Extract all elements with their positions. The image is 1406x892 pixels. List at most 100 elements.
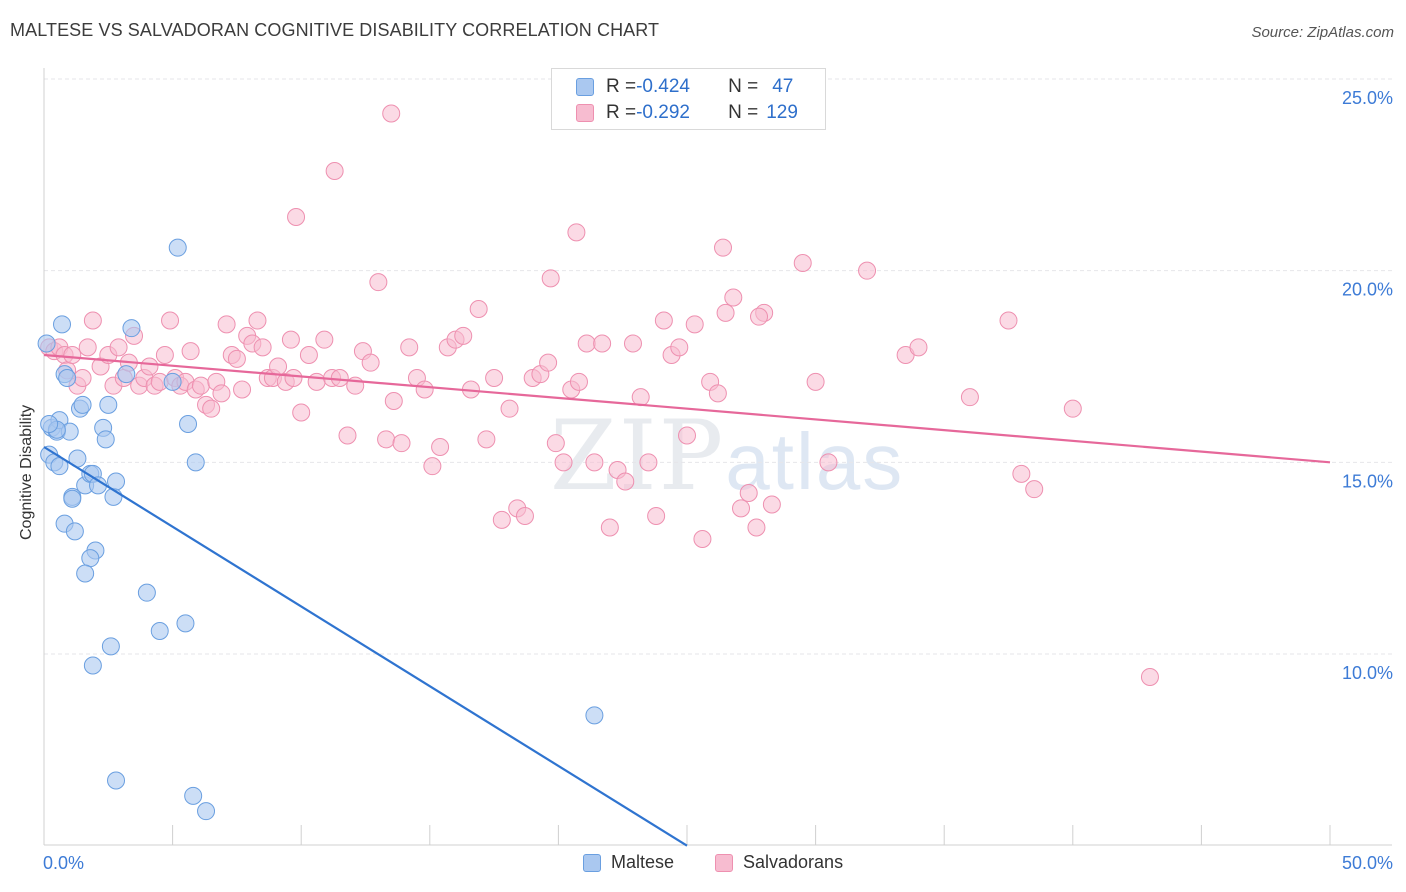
legend-n-label: N = [728,102,759,123]
salvadoran-point [361,353,380,372]
salvadoran-point [762,495,781,514]
legend-row-maltese: R = -0.424 N = 47 [576,75,793,99]
salvadoran-point [400,338,419,357]
salvadoran-point [716,303,735,322]
salvadoran-point [554,453,573,472]
salvadoran-point [161,311,180,330]
salvadoran-point [500,399,519,418]
maltese-point [99,395,118,414]
maltese-point [58,369,77,387]
salvadoran-point [1140,668,1159,686]
salvadoran-point [299,346,318,364]
maltese-point [63,489,82,508]
correlation-legend: R = -0.424 N = 47 R = -0.292 N = 129 [551,68,826,130]
maltese-point [81,549,100,568]
salvadoran-point [469,300,488,318]
salvadoran-point [678,426,696,445]
salvadoran-point [739,484,758,502]
maltese-legend-label: Maltese [611,852,675,872]
salvadoran-point [202,399,221,418]
salvadoran-point [284,369,303,387]
salvadoran-point [477,430,496,449]
salvadoran-legend-swatch [715,853,733,872]
salvadoran-point [1012,464,1031,483]
salvadoran-point [714,238,733,257]
maltese-point [186,453,205,472]
salvadoran-point [546,434,565,453]
legend-n-value: 129 [766,102,798,123]
legend-n-value: 47 [772,76,794,97]
salvadoran-point [539,353,558,372]
salvadoran-point [793,254,812,272]
salvadoran-point [423,457,442,476]
salvadoran-point [369,273,388,292]
maltese-point [53,315,72,334]
maltese-point [168,238,187,257]
salvadoran-point [431,438,450,456]
maltese-point [117,365,136,384]
salvadoran-point [1025,480,1044,499]
legend-row-salvadoran: R = -0.292 N = 129 [576,101,798,125]
maltese-point [137,583,156,602]
salvadoran-point [960,388,979,407]
salvadoran-point [109,338,128,357]
salvadoran-point [693,530,712,548]
maltese-point [96,430,115,449]
salvadoran-point [338,426,357,445]
salvadoran-point [292,403,311,422]
salvadoran-point [415,380,434,399]
salvadoran-legend-label: Salvadorans [743,852,844,872]
salvadoran-point [253,338,272,357]
salvadoran-point [78,338,97,357]
legend-r-value: -0.424 [636,76,690,97]
salvadoran-point [454,326,473,345]
maltese-legend-swatch [583,853,601,872]
y-tick-label: 15.0% [1342,471,1393,491]
y-tick-label: 20.0% [1342,280,1393,300]
salvadoran-point [330,369,349,387]
salvadoran-point [909,338,928,357]
salvadoran-point [181,342,200,361]
watermark-zip: ZIP [550,400,726,512]
maltese-point [150,622,169,640]
salvadoran-point [616,472,635,491]
salvadoran-point [515,507,534,525]
salvadoran-point [269,357,288,376]
maltese-point [37,334,56,353]
maltese-point [184,786,203,805]
salvadoran-point [541,269,560,288]
salvadoran-point [819,453,838,472]
salvadoran-point [83,311,102,330]
salvadoran-point [140,357,159,376]
salvadoran-point [217,315,236,334]
salvadoran-point [227,349,246,368]
trend-lines [43,353,1331,847]
salvadoran-point [492,510,511,529]
salvadoran-point [315,330,334,349]
grid-lines [44,78,1392,655]
salvadoran-point [382,104,401,123]
salvadoran-point [724,288,743,307]
salvadoran-point [577,334,596,353]
salvadoran-point [287,208,306,226]
salvadoran-point [191,376,210,395]
salvadoran-swatch [576,104,594,122]
salvadoran-point [647,507,666,525]
salvadoran-point [593,334,612,353]
maltese-point [179,415,198,433]
source-label: Source: ZipAtlas.com [1251,24,1394,41]
salvadoran-point [708,384,727,403]
salvadoran-point [999,311,1018,330]
salvadoran-point [685,315,704,334]
salvadoran-point [73,369,92,387]
bottom-legend-maltese: Maltese [583,852,674,873]
maltese-point [73,395,92,414]
maltese-point [76,564,95,583]
maltese-point [101,637,120,656]
salvadoran-point [806,372,825,391]
legend-r-label: R = [606,102,637,123]
salvadoran-point [639,453,658,472]
maltese-points [37,238,604,821]
maltese-point [197,802,216,821]
